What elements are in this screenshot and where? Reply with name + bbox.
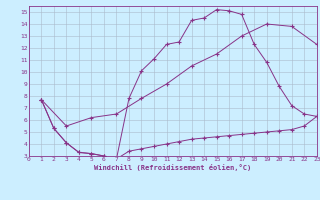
X-axis label: Windchill (Refroidissement éolien,°C): Windchill (Refroidissement éolien,°C) <box>94 164 252 171</box>
